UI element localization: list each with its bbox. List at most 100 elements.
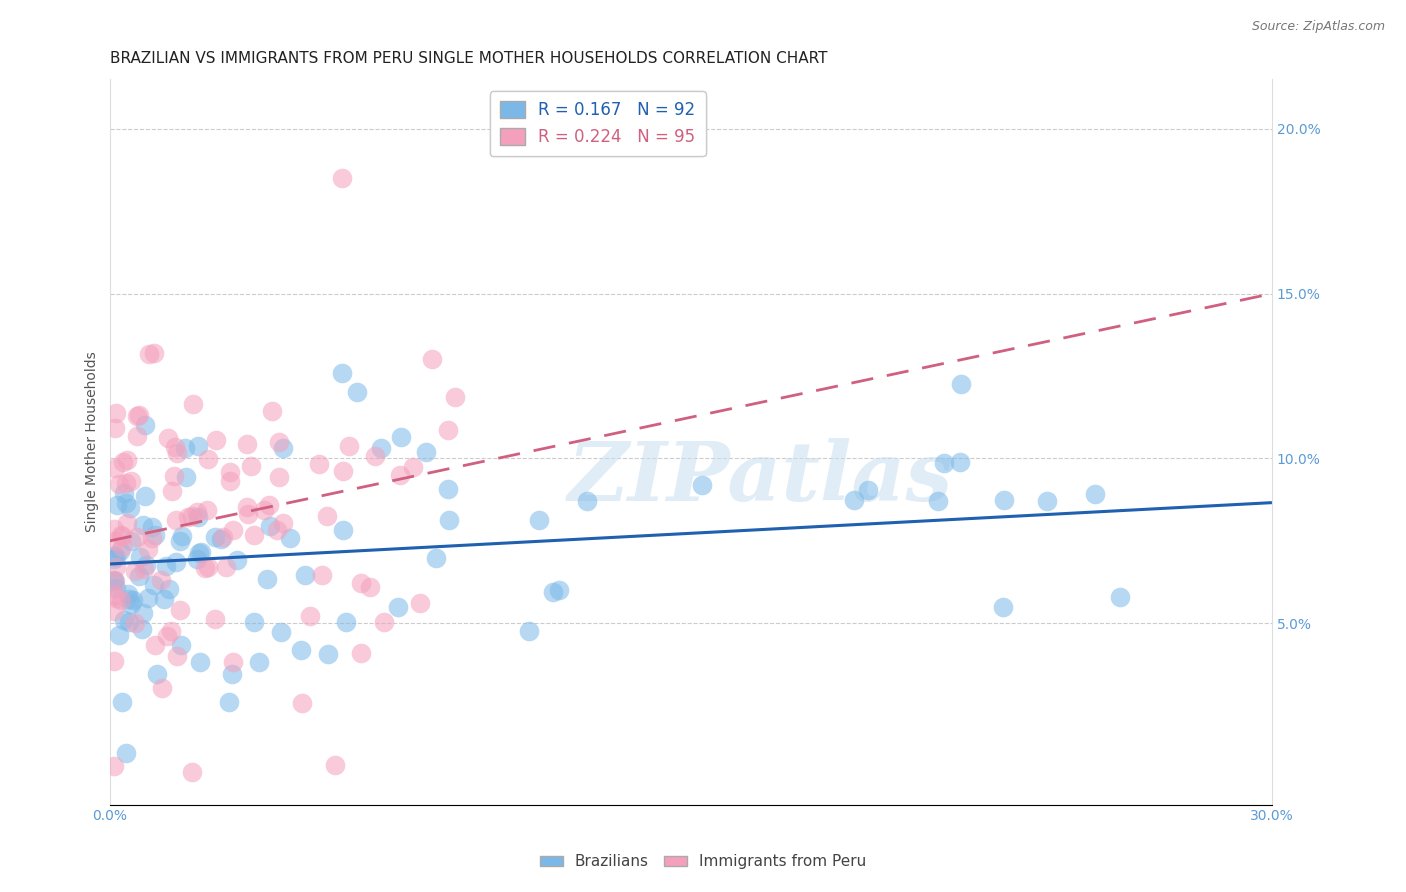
Point [195, 502, 218, 516]
Point [346, 385, 368, 400]
Point [103, 549, 125, 564]
Point [162, 468, 184, 483]
Point [325, 757, 347, 772]
Point [117, 586, 139, 600]
Point [166, 649, 188, 664]
Legend: R = 0.167   N = 92, R = 0.224   N = 95: R = 0.167 N = 92, R = 0.224 N = 95 [491, 91, 706, 156]
Point [259, 519, 281, 533]
Point [359, 580, 381, 594]
Point [262, 404, 284, 418]
Point [350, 576, 373, 591]
Point [118, 615, 141, 629]
Point [105, 407, 128, 421]
Point [124, 615, 146, 630]
Point [991, 599, 1014, 614]
Point [387, 599, 409, 614]
Point [112, 613, 135, 627]
Point [1036, 494, 1059, 508]
Point [105, 498, 128, 512]
Point [115, 453, 138, 467]
Point [269, 470, 291, 484]
Point [389, 468, 412, 483]
Point [103, 522, 125, 536]
Point [187, 439, 209, 453]
Point [150, 681, 173, 695]
Point [218, 465, 240, 479]
Point [132, 518, 155, 533]
Point [548, 582, 571, 597]
Point [243, 615, 266, 630]
Point [121, 593, 143, 607]
Point [157, 430, 180, 444]
Point [118, 501, 141, 516]
Point [187, 546, 209, 560]
Point [165, 555, 187, 569]
Y-axis label: Single Mother Households: Single Mother Households [86, 351, 100, 533]
Point [257, 498, 280, 512]
Point [420, 351, 443, 366]
Point [949, 455, 972, 469]
Point [165, 513, 187, 527]
Point [166, 446, 188, 460]
Point [690, 478, 713, 492]
Point [103, 573, 125, 587]
Point [108, 543, 131, 558]
Point [444, 390, 467, 404]
Point [205, 433, 228, 447]
Point [163, 440, 186, 454]
Point [112, 455, 135, 469]
Point [226, 553, 249, 567]
Point [159, 624, 181, 638]
Point [194, 561, 217, 575]
Point [177, 510, 200, 524]
Point [1084, 487, 1107, 501]
Text: ZIPatlas: ZIPatlas [568, 438, 953, 518]
Point [190, 545, 212, 559]
Point [134, 489, 156, 503]
Point [239, 459, 262, 474]
Point [104, 550, 127, 565]
Point [138, 347, 160, 361]
Point [103, 654, 125, 668]
Point [222, 655, 245, 669]
Point [350, 646, 373, 660]
Point [308, 457, 330, 471]
Point [104, 460, 127, 475]
Point [110, 592, 132, 607]
Point [136, 542, 159, 557]
Point [111, 696, 134, 710]
Point [543, 585, 565, 599]
Point [437, 482, 460, 496]
Point [136, 591, 159, 606]
Point [118, 592, 141, 607]
Point [170, 638, 193, 652]
Point [104, 533, 127, 548]
Point [337, 438, 360, 452]
Point [316, 508, 339, 523]
Point [218, 695, 240, 709]
Point [132, 606, 155, 620]
Point [576, 494, 599, 508]
Point [993, 493, 1015, 508]
Point [181, 396, 204, 410]
Point [186, 552, 208, 566]
Point [221, 667, 243, 681]
Point [519, 624, 541, 638]
Point [204, 612, 226, 626]
Point [197, 559, 219, 574]
Point [270, 625, 292, 640]
Point [112, 486, 135, 500]
Point [332, 523, 354, 537]
Point [209, 533, 232, 547]
Point [236, 500, 259, 515]
Point [271, 516, 294, 531]
Point [330, 366, 353, 380]
Legend: Brazilians, Immigrants from Peru: Brazilians, Immigrants from Peru [533, 848, 873, 875]
Point [105, 560, 128, 574]
Point [141, 520, 163, 534]
Point [156, 629, 179, 643]
Point [330, 170, 353, 185]
Point [115, 475, 138, 490]
Point [242, 528, 264, 542]
Point [425, 551, 447, 566]
